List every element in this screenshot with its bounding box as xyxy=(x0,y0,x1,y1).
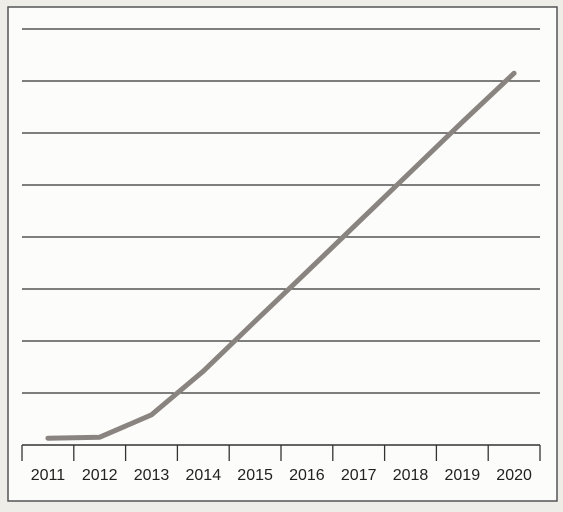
x-tick-label: 2020 xyxy=(496,467,532,484)
x-tick-label: 2018 xyxy=(393,467,429,484)
x-tick-label: 2013 xyxy=(134,467,170,484)
chart-frame xyxy=(7,6,558,502)
x-tick-label: 2015 xyxy=(237,467,273,484)
x-tick-label: 2014 xyxy=(186,467,222,484)
x-tick-label: 2012 xyxy=(82,467,118,484)
x-tick-label: 2017 xyxy=(341,467,377,484)
data-line xyxy=(45,70,517,441)
x-tick-label: 2019 xyxy=(445,467,481,484)
x-tick-label: 2016 xyxy=(289,467,325,484)
x-tick-label: 2011 xyxy=(31,467,66,484)
